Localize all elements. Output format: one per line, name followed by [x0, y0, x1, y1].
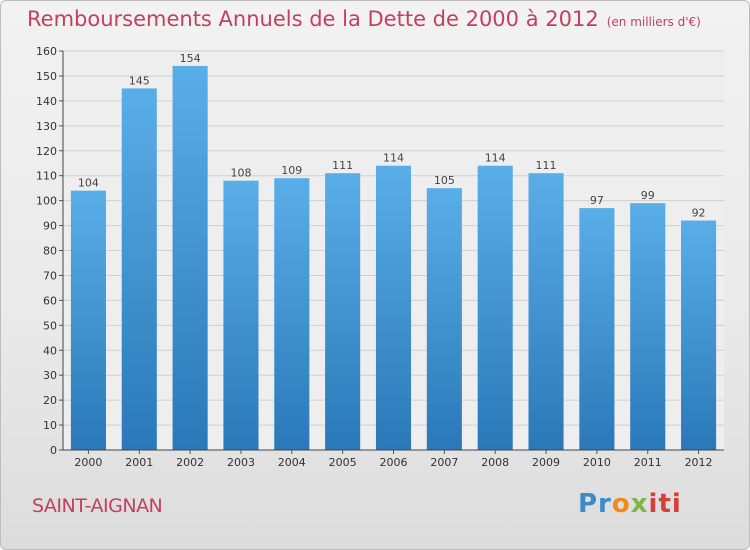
town-name: SAINT-AIGNAN [32, 495, 163, 517]
y-tick-label: 80 [43, 245, 57, 258]
bar [681, 220, 717, 450]
bar [375, 165, 412, 450]
data-label: 154 [180, 52, 201, 65]
y-tick-label: 160 [36, 45, 57, 58]
logo-part: Pr [578, 489, 612, 519]
chart-subtitle: (en milliers d'€) [606, 15, 701, 29]
data-label: 97 [590, 194, 604, 207]
data-label: 105 [434, 174, 455, 187]
y-tick-label: 50 [43, 319, 57, 332]
data-label: 104 [78, 177, 99, 190]
x-tick-label: 2007 [430, 456, 458, 469]
y-tick-label: 110 [36, 170, 57, 183]
y-axis: 0 10 20 30 40 50 60 70 80 90 100 110 120 130 140 150 160 [36, 45, 64, 457]
x-tick-label: 2011 [634, 456, 662, 469]
chart-title-text: Remboursements Annuels de la Dette de 20… [27, 7, 599, 31]
x-tick-label: 2000 [74, 456, 102, 469]
data-label: 92 [692, 207, 706, 220]
logo-part: o [611, 489, 631, 519]
y-tick-label: 130 [36, 120, 57, 133]
bar [579, 208, 615, 450]
x-tick-label: 2010 [583, 456, 611, 469]
bar [70, 190, 106, 450]
data-label: 111 [536, 159, 557, 172]
x-tick-label: 2004 [278, 456, 306, 469]
x-tick-label: 2009 [532, 456, 560, 469]
chart-title: Remboursements Annuels de la Dette de 20… [27, 7, 701, 31]
proxiti-logo[interactable]: Proxiti [578, 489, 682, 519]
bar [121, 88, 157, 450]
y-tick-label: 10 [43, 419, 57, 432]
x-tick-label: 2005 [329, 456, 357, 469]
data-label: 109 [281, 164, 302, 177]
bar [223, 180, 259, 451]
x-tick-label: 2012 [685, 456, 713, 469]
bar [528, 173, 564, 450]
data-label: 145 [129, 74, 150, 87]
bar [274, 178, 310, 450]
x-tick-label: 2008 [481, 456, 509, 469]
y-tick-label: 140 [36, 95, 57, 108]
y-tick-label: 0 [50, 444, 57, 457]
data-label: 111 [332, 159, 353, 172]
bar [325, 173, 361, 450]
y-tick-label: 30 [43, 369, 57, 382]
bars [70, 65, 717, 451]
y-tick-label: 20 [43, 394, 57, 407]
data-label: 108 [230, 167, 251, 180]
y-tick-label: 70 [43, 269, 57, 282]
logo-part: x [630, 489, 649, 519]
data-labels: 104 145 154 108 109 111 114 105 114 111 97 99 92 [78, 52, 706, 220]
y-tick-label: 120 [36, 145, 57, 158]
bar [630, 203, 666, 450]
data-label: 99 [641, 189, 655, 202]
bar [477, 165, 513, 450]
y-tick-label: 100 [36, 195, 57, 208]
bar [172, 65, 208, 451]
logo-part: iti [648, 489, 682, 519]
data-label: 114 [383, 152, 404, 165]
x-axis: 2000 2001 2002 2003 2004 2005 2006 2007 2008 2009… [63, 449, 724, 469]
bar [426, 188, 462, 450]
y-tick-label: 90 [43, 220, 57, 233]
y-tick-label: 150 [36, 70, 57, 83]
data-label: 114 [485, 152, 506, 165]
x-tick-label: 2001 [125, 456, 153, 469]
x-tick-label: 2006 [380, 456, 408, 469]
x-tick-label: 2002 [176, 456, 204, 469]
y-tick-label: 60 [43, 294, 57, 307]
x-tick-label: 2003 [227, 456, 255, 469]
y-tick-label: 40 [43, 344, 57, 357]
